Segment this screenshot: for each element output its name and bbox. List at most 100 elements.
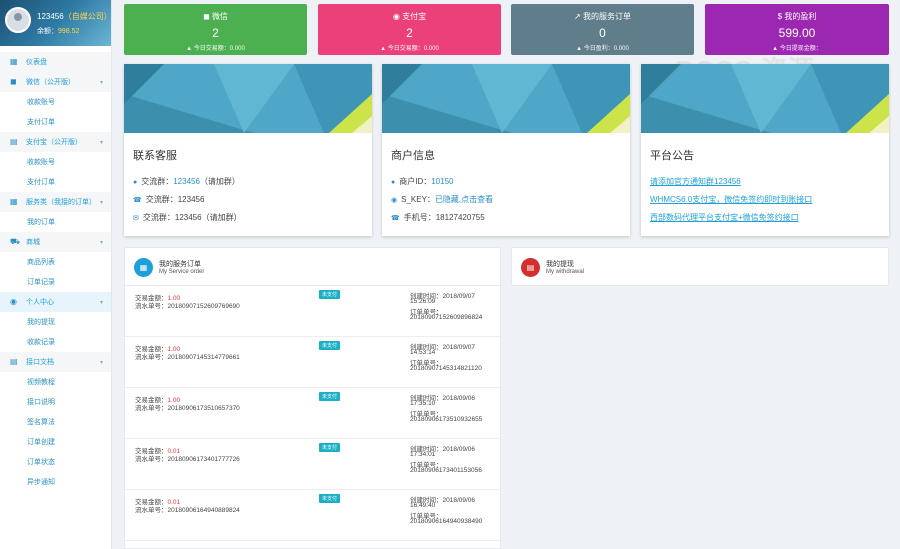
stat-card[interactable]: $ 我的盈利 599.00 ▲ 今日提现金额： — [705, 4, 889, 55]
order-row[interactable]: 交易金额：0.01 流水单号：20180906164940889824 未支付 创建时… — [125, 490, 500, 541]
sidebar-subitem[interactable]: 订单状态 — [0, 452, 111, 472]
sidebar-subitem[interactable]: 我的订单 — [0, 212, 111, 232]
stat-card[interactable]: ↗ 我的服务订单 0 ▲ 今日盈利：0.000 — [511, 4, 694, 55]
sidebar-subitem[interactable]: 商品列表 — [0, 252, 111, 272]
sidebar-item-label: 服务类（我接的订单） — [26, 199, 96, 206]
sidebar-subitem[interactable]: 收款账号 — [0, 92, 111, 112]
alipay-icon: ◉ — [392, 12, 400, 21]
order-row[interactable]: 交易金额：1.00 流水单号：20180907145314779661 未支付 创建时… — [125, 337, 500, 388]
stat-card[interactable]: ◼ 微信 2 ▲ 今日交易额：0.000 — [124, 4, 307, 55]
sidebar-subitem[interactable]: 支付订单 — [0, 172, 111, 192]
sidebar-item-label: 接口文档 — [26, 359, 54, 366]
service-icon: ▦ — [10, 197, 18, 206]
merchant-id-row: ● 商户ID：10150 — [391, 177, 454, 186]
sidebar-section[interactable]: ▤ 支付宝（公开版） ▾ — [0, 132, 111, 152]
sidebar-item-label: 商品列表 — [27, 259, 55, 266]
order-amount: 交易金额：0.01 — [135, 448, 181, 455]
dashboard-icon: ▦ — [10, 57, 18, 66]
chevron-down-icon: ▾ — [99, 79, 103, 86]
sidebar-subitem[interactable]: 订单记录 — [0, 272, 111, 292]
sidebar-section[interactable]: ⛟ 商城 ▾ — [0, 232, 111, 252]
order-serial: 流水单号：20180907152609769690 — [135, 303, 240, 310]
panel-subtitle: My Service order — [159, 269, 205, 275]
order-no-label: 订单单号： — [410, 411, 443, 418]
sidebar-item-label: 收款账号 — [27, 159, 55, 166]
panel-title: 我的提现 — [546, 261, 574, 268]
contact-row: ● 交流群：123456（请加群） — [133, 177, 240, 186]
chevron-down-icon: ▾ — [99, 299, 103, 306]
balance: 余额：998.52 — [37, 28, 80, 35]
sidebar-section[interactable]: ▦ 仪表盘 — [0, 52, 111, 72]
order-no: 20180906164940938490 — [410, 518, 483, 525]
order-row[interactable]: 交易金额：0.01 流水单号：20180906173401777726 未支付 创建时… — [125, 439, 500, 490]
order-row[interactable]: 交易金额：1.00 流水单号：20180907152609769690 未支付 创建时… — [125, 286, 500, 337]
order-amount: 交易金额：1.00 — [135, 295, 181, 302]
merchant-card: 商户信息 ● 商户ID：10150 ◉ S_KEY：已隐藏,点击查看 ☎ 手机号：18… — [382, 64, 630, 236]
notice-link[interactable]: 请添加官方通知群123456 — [650, 177, 741, 186]
eye-icon: ◉ — [391, 197, 398, 204]
status-badge: 未支付 — [319, 494, 341, 503]
sidebar-subitem[interactable]: 收款记录 — [0, 332, 111, 352]
sidebar-item-label: 收款记录 — [27, 339, 55, 346]
sidebar-subitem[interactable]: 接口说明 — [0, 392, 111, 412]
sidebar-item-label: 异步通知 — [27, 479, 55, 486]
sidebar-subitem[interactable]: 我的提现 — [0, 312, 111, 332]
contact-row: ☎ 交流群：123456 — [133, 195, 205, 204]
sidebar-nav: ▦ 仪表盘 ◼ 微信（公开版） ▾ 收款账号 支付订单 ▤ 支付宝（公开版） ▾ 收款账号 支付订单 ▦… — [0, 52, 111, 492]
avatar[interactable] — [5, 7, 31, 33]
order-amount: 交易金额：0.01 — [135, 499, 181, 506]
sidebar-item-label: 个人中心 — [26, 299, 54, 306]
sidebar-item-label: 订单状态 — [27, 459, 55, 466]
card-title: 联系客服 — [133, 150, 177, 162]
dollar-icon: $ — [777, 12, 783, 21]
sidebar-section[interactable]: ▦ 服务类（我接的订单） ▾ — [0, 192, 111, 212]
notice-link[interactable]: WHMCS6.0支付宝，微信免签约即时到账接口 — [650, 195, 813, 204]
sidebar-subitem[interactable]: 签名算法 — [0, 412, 111, 432]
order-time: 17:34:01 — [410, 451, 436, 458]
cart-icon: ⛟ — [10, 237, 21, 246]
order-time: 16:49:40 — [410, 502, 436, 509]
user-icon: ◉ — [10, 297, 17, 306]
card-banner — [382, 64, 630, 133]
stat-subtext: ▲ 今日提现金额： — [772, 46, 822, 52]
panel-header: ▤ 我的提现 My withdrawal — [512, 248, 888, 286]
order-created: 创建时间：2018/09/06 — [410, 395, 476, 402]
sidebar-item-label: 收款账号 — [27, 99, 55, 106]
sidebar-item-label: 接口说明 — [27, 399, 55, 406]
arrow-up-icon: ▲ — [576, 46, 583, 52]
order-row[interactable]: 交易金额：1.00 流水单号：20180906173510657370 未支付 创建时… — [125, 388, 500, 439]
doc-icon: ▤ — [10, 357, 18, 366]
chevron-down-icon: ▾ — [99, 239, 103, 246]
sidebar-subitem[interactable]: 异步通知 — [0, 472, 111, 492]
panel-header: ▦ 我的服务订单 My Service order — [125, 248, 500, 286]
stat-value: 2 — [406, 26, 413, 40]
sidebar-subitem[interactable]: 收款账号 — [0, 152, 111, 172]
sidebar-subitem[interactable]: 订单创建 — [0, 432, 111, 452]
sidebar-item-label: 支付订单 — [27, 119, 55, 126]
withdraw-icon: ▤ — [521, 258, 540, 277]
order-no-label: 订单单号： — [410, 513, 443, 520]
order-created: 创建时间：2018/09/07 — [410, 293, 476, 300]
notice-link[interactable]: 西部数码代理平台支付宝+微信免签约接口 — [650, 213, 799, 222]
order-no-label: 订单单号： — [410, 360, 443, 367]
sidebar-subitem[interactable]: 视频教程 — [0, 372, 111, 392]
sidebar-subitem[interactable]: 支付订单 — [0, 112, 111, 132]
stat-label: ↗ 我的服务订单 — [574, 12, 631, 21]
user-icon: ● — [133, 179, 138, 186]
panel-title: 我的服务订单 — [159, 261, 201, 268]
trend-icon: ↗ — [574, 12, 581, 21]
sidebar-section[interactable]: ◼ 微信（公开版） ▾ — [0, 72, 111, 92]
order-serial: 流水单号：20180906164940889824 — [135, 507, 240, 514]
stat-card[interactable]: ◉ 支付宝 2 ▲ 今日交易额：0.000 — [318, 4, 501, 55]
contact-row: ✉ 交流群：123456（请加群） — [133, 213, 242, 222]
service-orders-panel: ▦ 我的服务订单 My Service order 交易金额：1.00 流水单号：… — [124, 247, 501, 549]
sidebar-section[interactable]: ◉ 个人中心 ▾ — [0, 292, 111, 312]
show-skey-link[interactable]: 已隐藏,点击查看 — [434, 195, 494, 204]
sidebar: 123456（自媒公司） 余额：998.52 ▦ 仪表盘 ◼ 微信（公开版） ▾ 收款账号… — [0, 0, 112, 549]
withdraw-panel: ▤ 我的提现 My withdrawal — [511, 247, 889, 286]
order-no-label: 订单单号： — [410, 309, 443, 316]
sidebar-item-label: 我的订单 — [27, 219, 55, 226]
stat-label: $ 我的盈利 — [777, 12, 817, 21]
stat-subtext: ▲ 今日交易额：0.000 — [380, 46, 439, 52]
sidebar-section[interactable]: ▤ 接口文档 ▾ — [0, 352, 111, 372]
